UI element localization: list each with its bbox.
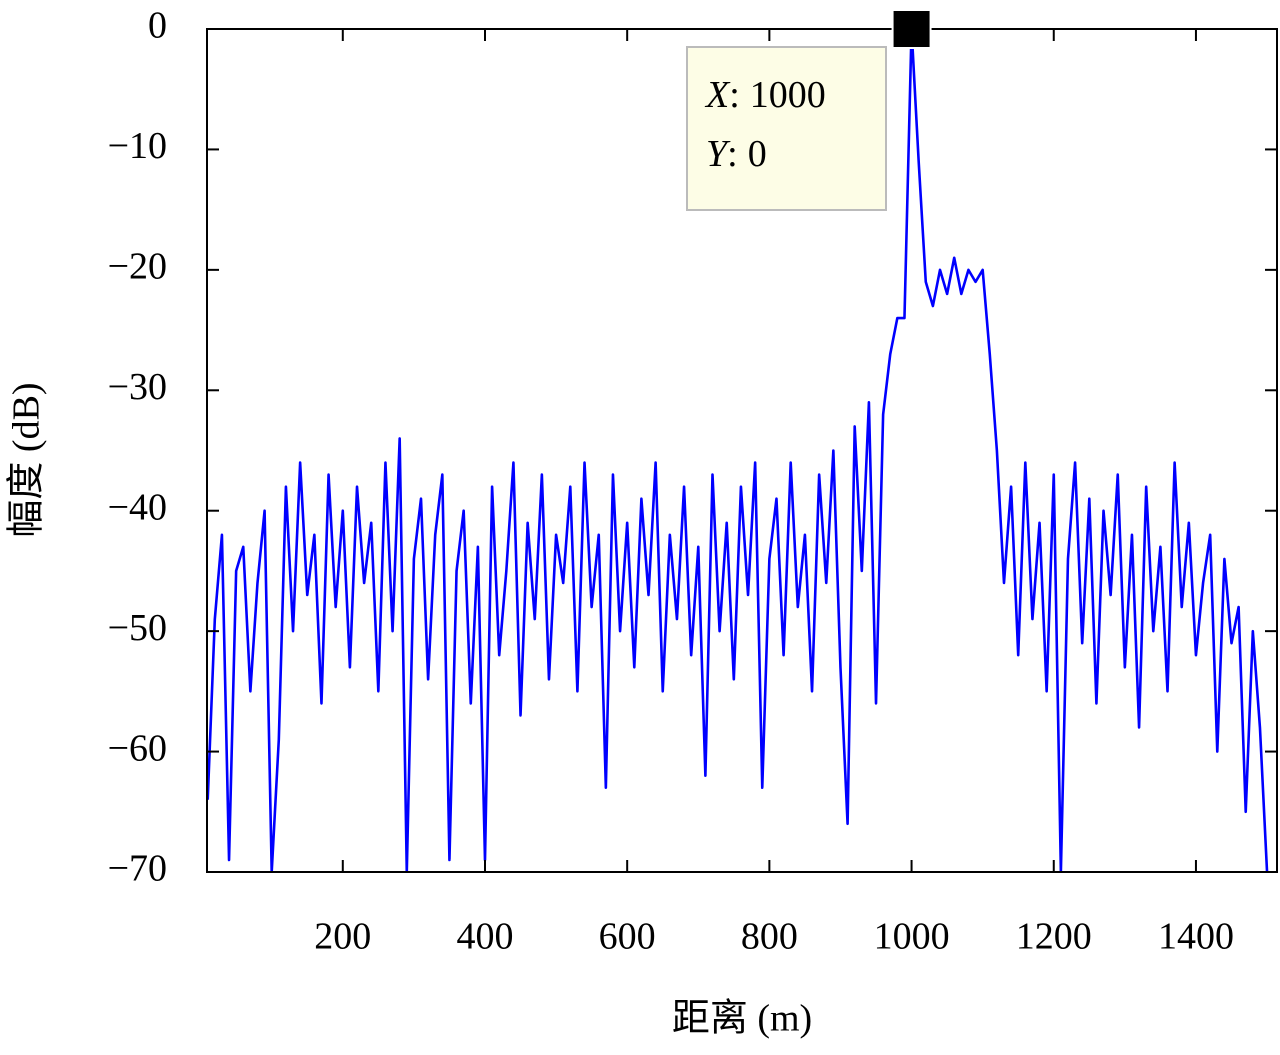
plot-frame bbox=[206, 28, 1278, 873]
y-axis-label: 幅度 (dB) bbox=[6, 382, 48, 537]
y-tick-label: −60 bbox=[108, 727, 167, 769]
data-line bbox=[207, 29, 1269, 872]
datatip-name: Y bbox=[706, 133, 731, 175]
datatip-text: Y: 0 bbox=[706, 133, 767, 175]
datatip-separator: : bbox=[729, 74, 740, 116]
x-axis-label: 距离 (m) bbox=[672, 998, 812, 1040]
x-tick-label: 800 bbox=[741, 916, 798, 958]
y-tick-label: −10 bbox=[108, 125, 167, 167]
datatip-value: 1000 bbox=[750, 74, 826, 116]
datatip-value: 0 bbox=[748, 133, 767, 175]
y-tick-label: 0 bbox=[148, 5, 167, 47]
x-tick-label: 600 bbox=[599, 916, 656, 958]
datatip-text: X: 1000 bbox=[704, 74, 826, 116]
datatip-marker bbox=[891, 9, 932, 49]
y-tick-label: −50 bbox=[108, 607, 167, 649]
x-tick-label: 1400 bbox=[1158, 916, 1234, 958]
datatip-separator: : bbox=[727, 133, 738, 175]
datatip-box bbox=[686, 46, 887, 211]
datatip-name: X bbox=[704, 74, 731, 116]
y-tick-label: −70 bbox=[108, 848, 167, 890]
y-tick-label: −30 bbox=[108, 366, 167, 408]
y-tick-label: −40 bbox=[108, 486, 167, 528]
x-tick-label: 400 bbox=[456, 916, 513, 958]
x-tick-label: 1200 bbox=[1016, 916, 1092, 958]
x-tick-label: 1000 bbox=[874, 916, 950, 958]
y-tick-label: −20 bbox=[108, 246, 167, 288]
x-tick-label: 200 bbox=[314, 916, 371, 958]
